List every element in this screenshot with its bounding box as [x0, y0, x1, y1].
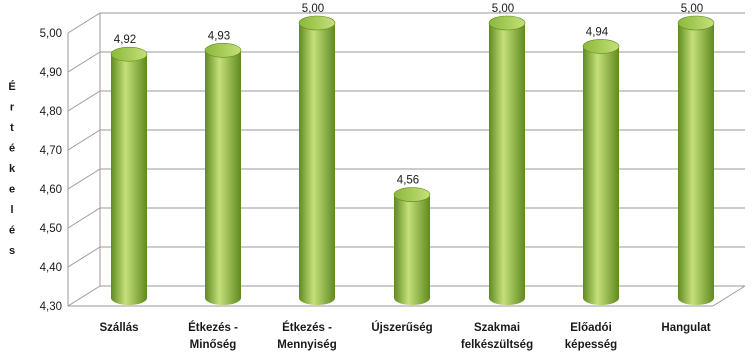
bars: [110, 15, 715, 306]
data-label: 4,94: [586, 26, 609, 38]
data-label: 5,00: [681, 3, 703, 15]
y-tick-label: 5,00: [40, 28, 62, 40]
category-label: Hangulat: [661, 322, 710, 334]
gridline-diagonal: [67, 12, 101, 34]
bar-body: [394, 194, 430, 305]
bar: [298, 15, 336, 305]
bar: [110, 46, 148, 306]
bar-body: [205, 50, 241, 305]
category-label: Előadói: [570, 322, 612, 334]
data-labels: 4,92 4,93 5,00 4,56 5,00 4,94 5,00: [114, 3, 703, 187]
y-axis-label-letter: é: [9, 225, 15, 237]
data-label: 4,56: [397, 175, 419, 187]
bar-body: [299, 23, 335, 305]
y-tick-label: 4,60: [40, 184, 62, 196]
category-label: képesség: [565, 339, 617, 351]
y-axis-label-letter: t: [10, 122, 14, 134]
bar: [488, 15, 526, 305]
y-tick-label: 4,30: [40, 301, 62, 313]
category-label: Szakmai: [474, 322, 520, 334]
bar: [204, 42, 242, 305]
bar-top: [677, 15, 715, 31]
category-label: felkészültség: [461, 339, 533, 351]
category-label: Újszerűség: [371, 321, 432, 334]
y-tick-label: 4,80: [40, 106, 62, 118]
y-axis-label-letter: s: [9, 245, 15, 257]
bar-body: [111, 54, 147, 306]
category-label: Mennyiség: [277, 339, 336, 351]
bar-top: [298, 15, 336, 31]
y-axis-label-letter: r: [10, 102, 15, 114]
floor-edge: [712, 285, 746, 307]
data-label: 4,92: [114, 34, 136, 46]
y-axis-label-letter: e: [9, 184, 15, 196]
bar-top: [204, 42, 242, 58]
y-tick-label: 4,90: [40, 67, 62, 79]
y-axis-label-letter: l: [10, 204, 13, 216]
gridline-diagonal: [67, 90, 101, 112]
y-tick-label: 4,40: [40, 262, 62, 274]
bar: [677, 15, 715, 305]
gridline-diagonal: [67, 168, 101, 190]
y-tick-label: 4,70: [40, 145, 62, 157]
y-axis-label-letter: k: [9, 163, 16, 175]
y-axis-label-letter: É: [8, 80, 15, 93]
category-label: Szállás: [100, 322, 139, 334]
bar: [582, 39, 620, 306]
gridline-diagonal: [67, 207, 101, 229]
y-axis-tick-labels: 4,30 4,40 4,50 4,60 4,70 4,80 4,90 5,00: [40, 28, 62, 313]
data-label: 5,00: [302, 3, 324, 15]
gridline-diagonal: [67, 246, 101, 268]
category-label: Étkezés -: [282, 321, 332, 334]
bar-body: [583, 46, 619, 306]
bar: [393, 187, 431, 305]
data-label: 4,93: [208, 30, 230, 42]
bar-body: [678, 23, 714, 305]
data-label: 5,00: [492, 3, 514, 15]
y-tick-label: 4,50: [40, 223, 62, 235]
bar-top: [393, 187, 431, 202]
category-label: Minőség: [190, 339, 237, 351]
bar-top: [488, 15, 526, 31]
bar-body: [489, 23, 525, 305]
bar-top: [582, 39, 620, 54]
y-axis-label-letter: é: [9, 143, 15, 155]
bar-top: [110, 46, 148, 62]
gridline-diagonal: [67, 129, 101, 151]
category-label: Étkezés -: [188, 321, 238, 334]
x-axis-category-labels: Szállás Étkezés - Minőség Étkezés - Mennyisé…: [100, 321, 711, 351]
gridline-diagonal: [67, 285, 101, 307]
gridline-diagonal: [67, 51, 101, 73]
